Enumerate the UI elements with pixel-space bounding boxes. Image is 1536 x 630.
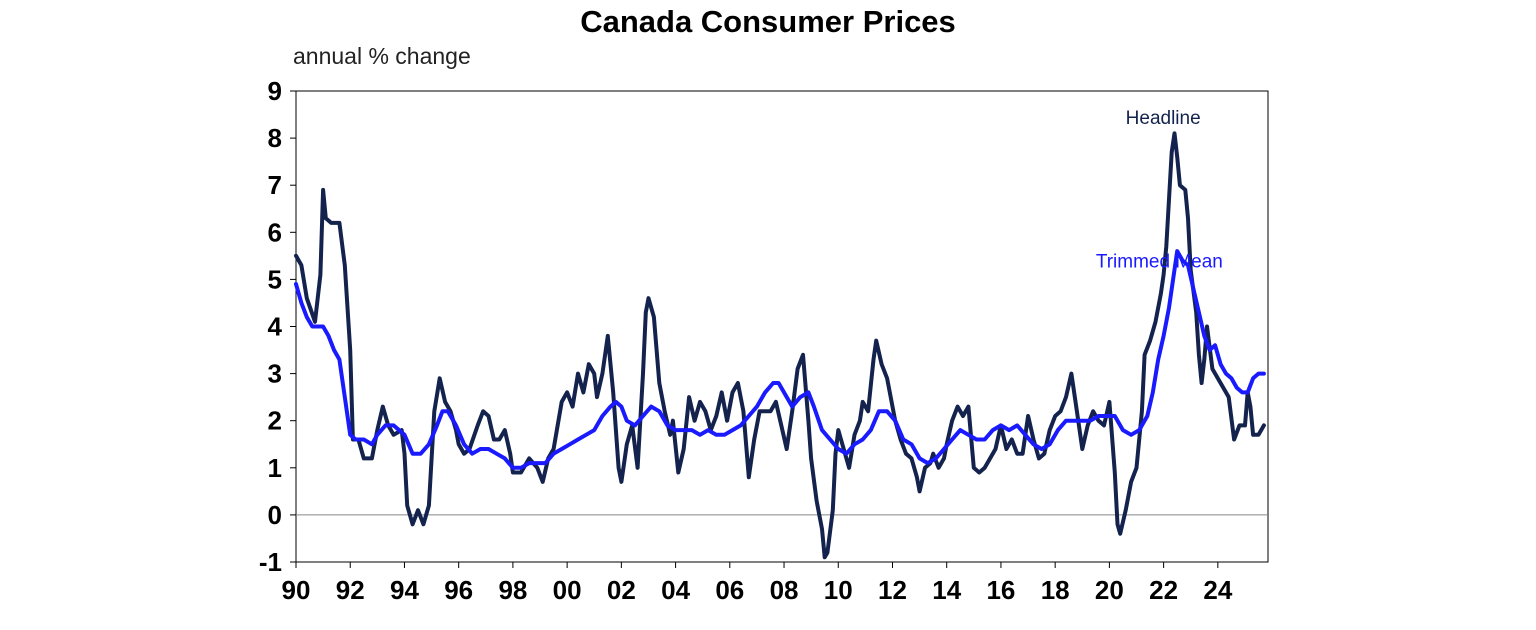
x-tick-label: 90 bbox=[282, 575, 311, 605]
y-tick-label: 0 bbox=[268, 500, 282, 530]
x-tick-label: 18 bbox=[1041, 575, 1070, 605]
plot-area-frame bbox=[295, 90, 1269, 563]
y-tick-label: 3 bbox=[268, 359, 282, 389]
x-axis: 90 92 94 96 98 00 02 04 06 08 10 12 14 16 18 20 22 24 bbox=[282, 562, 1233, 605]
y-tick-label: 2 bbox=[268, 406, 282, 436]
x-tick-label: 20 bbox=[1095, 575, 1124, 605]
y-tick-label: 1 bbox=[268, 453, 282, 483]
y-tick-label: 5 bbox=[268, 264, 282, 294]
annotation-layer: Headline Trimmed Mean bbox=[1096, 108, 1223, 273]
y-tick-label: 6 bbox=[268, 217, 282, 247]
x-tick-label: 92 bbox=[336, 575, 365, 605]
x-tick-label: 00 bbox=[553, 575, 582, 605]
x-tick-label: 04 bbox=[661, 575, 690, 605]
chart-title: Canada Consumer Prices bbox=[580, 4, 956, 39]
series-layer bbox=[294, 131, 1266, 560]
x-tick-label: 12 bbox=[878, 575, 907, 605]
x-tick-label: 98 bbox=[498, 575, 527, 605]
y-axis: -1 0 1 2 3 4 5 6 7 8 9 bbox=[259, 76, 296, 577]
y-tick-label: 7 bbox=[268, 170, 282, 200]
x-tick-label: 16 bbox=[986, 575, 1015, 605]
trimmed-mean-label: Trimmed Mean bbox=[1096, 252, 1223, 273]
x-tick-label: 10 bbox=[824, 575, 853, 605]
x-tick-label: 08 bbox=[770, 575, 799, 605]
headline-label: Headline bbox=[1126, 108, 1201, 129]
x-tick-label: 02 bbox=[607, 575, 636, 605]
x-tick-label: 24 bbox=[1203, 575, 1232, 605]
x-tick-label: 96 bbox=[444, 575, 473, 605]
y-tick-label: -1 bbox=[259, 547, 282, 577]
headline-series-line bbox=[294, 131, 1266, 560]
y-tick-label: 8 bbox=[268, 123, 282, 153]
x-tick-label: 22 bbox=[1149, 575, 1178, 605]
y-axis-label: annual % change bbox=[293, 43, 471, 69]
x-tick-label: 94 bbox=[390, 575, 419, 605]
trimmed-mean-series-line bbox=[294, 249, 1266, 470]
y-tick-label: 4 bbox=[268, 312, 283, 342]
y-tick-label: 9 bbox=[268, 76, 282, 106]
x-tick-label: 06 bbox=[715, 575, 744, 605]
x-tick-label: 14 bbox=[932, 575, 961, 605]
